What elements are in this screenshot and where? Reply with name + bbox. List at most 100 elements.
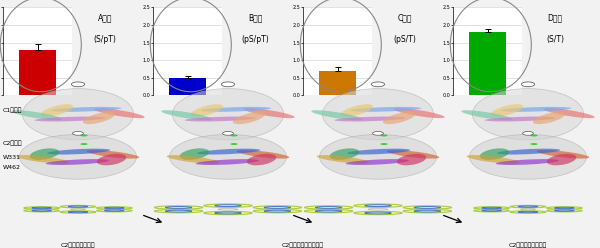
Ellipse shape: [46, 159, 109, 165]
Ellipse shape: [223, 131, 233, 135]
Ellipse shape: [523, 131, 533, 135]
Text: (pS/T): (pS/T): [394, 35, 416, 44]
Ellipse shape: [533, 112, 565, 124]
Ellipse shape: [510, 211, 546, 213]
Ellipse shape: [179, 148, 209, 160]
Text: C2リング半径が膨らむ: C2リング半径が膨らむ: [282, 242, 324, 248]
Ellipse shape: [196, 159, 259, 165]
Ellipse shape: [347, 149, 410, 155]
Ellipse shape: [73, 131, 83, 135]
Text: C2リングの投影図: C2リングの投影図: [61, 242, 95, 248]
Ellipse shape: [97, 209, 132, 212]
Ellipse shape: [24, 209, 59, 212]
Ellipse shape: [547, 209, 582, 212]
Ellipse shape: [41, 104, 73, 117]
Ellipse shape: [380, 143, 388, 145]
Ellipse shape: [24, 207, 59, 209]
Ellipse shape: [403, 210, 452, 213]
Ellipse shape: [530, 135, 538, 136]
Ellipse shape: [197, 149, 260, 155]
Ellipse shape: [473, 89, 583, 140]
Ellipse shape: [474, 207, 509, 209]
Ellipse shape: [403, 206, 452, 209]
Ellipse shape: [496, 159, 559, 165]
Ellipse shape: [311, 110, 362, 120]
Ellipse shape: [521, 82, 535, 87]
Ellipse shape: [173, 89, 284, 140]
Ellipse shape: [97, 154, 127, 165]
Ellipse shape: [521, 209, 535, 210]
Ellipse shape: [354, 211, 402, 215]
Text: (S/T): (S/T): [546, 35, 564, 44]
Text: A状態: A状態: [98, 13, 112, 22]
Ellipse shape: [394, 108, 445, 118]
Ellipse shape: [253, 206, 302, 209]
Ellipse shape: [547, 207, 582, 209]
Ellipse shape: [204, 204, 252, 207]
Ellipse shape: [491, 104, 523, 117]
Ellipse shape: [544, 108, 595, 118]
Bar: [319, 71, 356, 95]
Ellipse shape: [60, 205, 96, 208]
Ellipse shape: [485, 117, 556, 122]
Ellipse shape: [86, 150, 139, 159]
Ellipse shape: [317, 155, 370, 164]
Ellipse shape: [71, 209, 85, 210]
Text: C状態: C状態: [398, 13, 412, 22]
Ellipse shape: [386, 150, 439, 159]
Ellipse shape: [304, 210, 353, 213]
Text: W331: W331: [3, 155, 21, 160]
Ellipse shape: [230, 143, 238, 145]
Ellipse shape: [500, 107, 571, 112]
Ellipse shape: [230, 135, 238, 136]
Ellipse shape: [244, 108, 295, 118]
Ellipse shape: [383, 112, 415, 124]
Ellipse shape: [467, 155, 520, 164]
Ellipse shape: [320, 134, 437, 179]
Ellipse shape: [253, 210, 302, 213]
Ellipse shape: [167, 155, 220, 164]
Ellipse shape: [23, 89, 133, 140]
Ellipse shape: [11, 110, 62, 120]
Ellipse shape: [50, 107, 121, 112]
Ellipse shape: [47, 149, 110, 155]
Ellipse shape: [397, 154, 427, 165]
Ellipse shape: [35, 117, 106, 122]
Ellipse shape: [510, 205, 546, 208]
Ellipse shape: [221, 82, 235, 87]
Ellipse shape: [233, 112, 265, 124]
Ellipse shape: [19, 134, 137, 179]
Ellipse shape: [83, 112, 115, 124]
Ellipse shape: [29, 148, 59, 160]
Ellipse shape: [218, 209, 238, 210]
Ellipse shape: [479, 148, 509, 160]
Ellipse shape: [371, 82, 385, 87]
Ellipse shape: [380, 135, 388, 136]
Ellipse shape: [329, 148, 359, 160]
Ellipse shape: [335, 117, 406, 122]
Ellipse shape: [247, 154, 277, 165]
Bar: [169, 78, 206, 95]
Text: (pS/pT): (pS/pT): [241, 35, 269, 44]
Ellipse shape: [161, 110, 212, 120]
Ellipse shape: [94, 108, 145, 118]
Ellipse shape: [470, 134, 587, 179]
Ellipse shape: [536, 150, 589, 159]
Ellipse shape: [474, 209, 509, 212]
Ellipse shape: [497, 149, 560, 155]
Ellipse shape: [354, 204, 402, 207]
Text: (S/pT): (S/pT): [94, 35, 116, 44]
Ellipse shape: [461, 110, 512, 120]
Ellipse shape: [547, 154, 577, 165]
Ellipse shape: [80, 143, 88, 145]
Ellipse shape: [185, 117, 256, 122]
Ellipse shape: [350, 107, 421, 112]
Ellipse shape: [17, 155, 70, 164]
Ellipse shape: [304, 206, 353, 209]
Ellipse shape: [191, 104, 223, 117]
Text: C2リング半径が縮む: C2リング半径が縮む: [509, 242, 547, 248]
Ellipse shape: [170, 134, 287, 179]
Ellipse shape: [323, 89, 433, 140]
Text: W462: W462: [3, 165, 21, 170]
Ellipse shape: [154, 206, 203, 209]
